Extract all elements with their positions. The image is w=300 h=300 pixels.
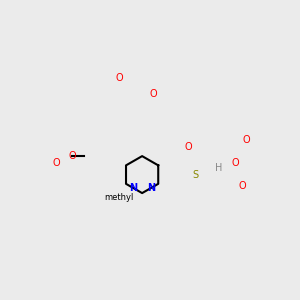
Text: H: H xyxy=(215,163,223,173)
Text: N: N xyxy=(147,182,155,193)
Text: O: O xyxy=(231,158,239,168)
Text: methyl: methyl xyxy=(104,193,134,202)
Text: O: O xyxy=(150,89,158,99)
Text: O: O xyxy=(185,142,192,152)
Text: O: O xyxy=(69,151,76,161)
Text: O: O xyxy=(115,73,123,82)
Text: O: O xyxy=(238,181,246,191)
Text: O: O xyxy=(243,135,250,145)
Text: O: O xyxy=(52,158,60,168)
Text: N: N xyxy=(129,182,137,193)
Text: S: S xyxy=(193,169,199,180)
